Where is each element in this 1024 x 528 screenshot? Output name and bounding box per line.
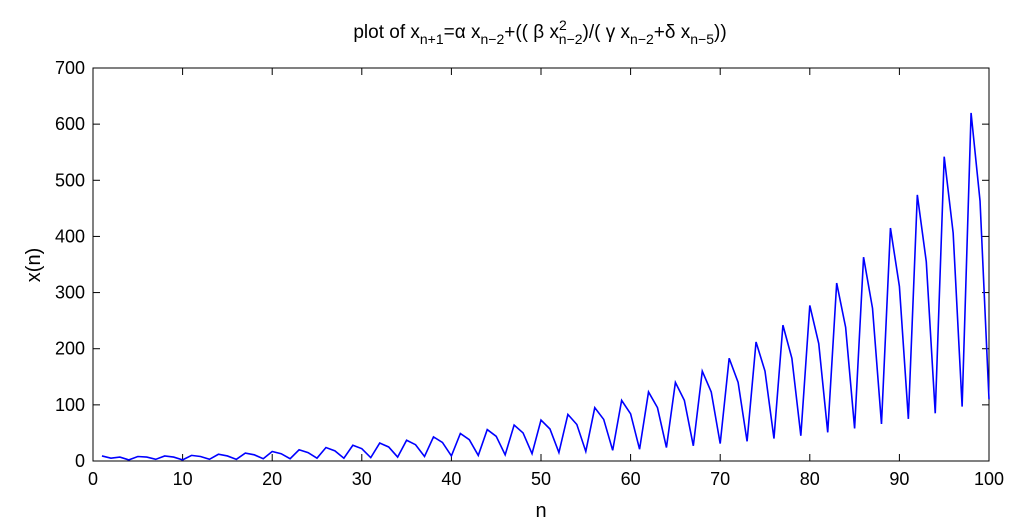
x-tick-label: 0 — [88, 469, 98, 489]
y-tick-label: 600 — [55, 114, 85, 134]
x-tick-label: 60 — [621, 469, 641, 489]
series-line — [101, 112, 990, 461]
y-tick-label: 0 — [75, 451, 85, 471]
x-tick-label: 80 — [800, 469, 820, 489]
x-axis: 0 10 20 30 40 50 60 70 80 90 100 — [88, 68, 1004, 489]
chart-title-text: plot of xn+1=α xn−2+(( β x2 n−2)/( γ xn−2… — [353, 17, 726, 47]
y-axis-label: x(n) — [23, 248, 45, 282]
x-axis-label: n — [535, 500, 546, 522]
x-tick-label: 20 — [262, 469, 282, 489]
x-tick-label: 10 — [173, 469, 193, 489]
y-tick-label: 300 — [55, 283, 85, 303]
x-tick-label: 40 — [441, 469, 461, 489]
x-tick-label: 50 — [531, 469, 551, 489]
chart-title: plot of xn+1=α xn−2+(( β x2 n−2)/( γ xn−2… — [353, 17, 726, 47]
x-tick-label: 100 — [974, 469, 1004, 489]
x-tick-label: 90 — [889, 469, 909, 489]
x-tick-label: 70 — [710, 469, 730, 489]
y-tick-label: 100 — [55, 395, 85, 415]
plot-area-frame — [92, 67, 990, 462]
y-tick-label: 700 — [55, 58, 85, 78]
x-tick-label: 30 — [352, 469, 372, 489]
y-tick-label: 200 — [55, 339, 85, 359]
y-tick-label: 400 — [55, 226, 85, 246]
y-axis: 0 100 200 300 400 500 600 700 — [55, 58, 989, 471]
y-tick-label: 500 — [55, 170, 85, 190]
